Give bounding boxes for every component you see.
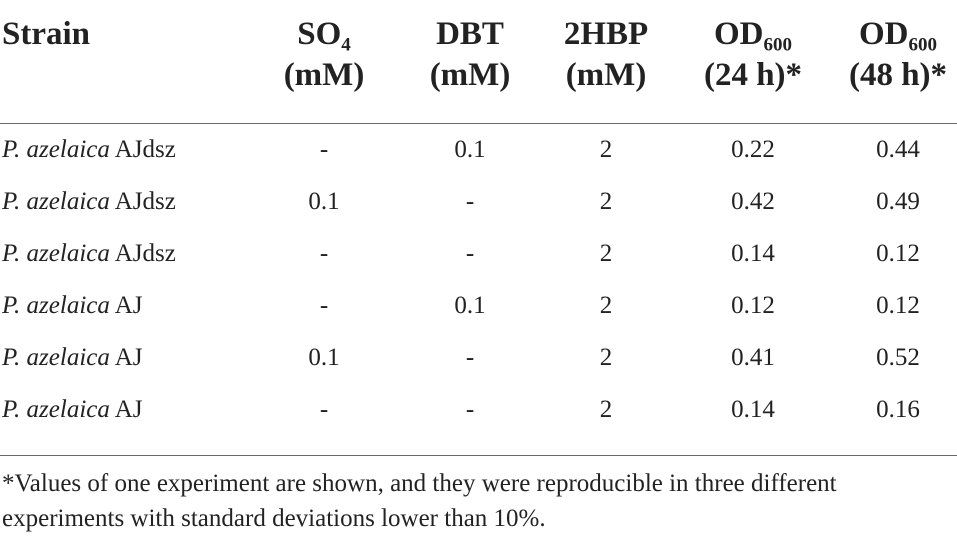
cell-strain: P. azelaica AJ — [2, 396, 143, 423]
cell-strain: P. azelaica AJdsz — [2, 136, 176, 163]
header-2hbp: 2HBP (mM) — [546, 14, 666, 96]
header-od600-24h-unit: (24 h)* — [703, 57, 803, 93]
header-so4-unit: (mM) — [283, 57, 365, 93]
cell-dbt: - — [465, 240, 475, 267]
cell-od600-48h: 0.12 — [876, 292, 920, 319]
cell-od600-24h: 0.14 — [731, 396, 775, 423]
cell-od600-48h: 0.52 — [876, 344, 920, 371]
header-dbt: DBT (mM) — [410, 14, 530, 96]
table-footnote: *Values of one experiment are shown, and… — [2, 470, 837, 532]
header-so4-label: SO4 — [297, 16, 351, 56]
cell-so4: 0.1 — [308, 188, 340, 215]
cell-od600-48h: 0.49 — [876, 188, 920, 215]
header-2hbp-label: 2HBP — [563, 16, 649, 52]
header-dbt-unit: (mM) — [429, 57, 511, 93]
cell-2hbp: 2 — [599, 188, 613, 215]
header-strain: Strain — [2, 16, 91, 52]
cell-od600-48h: 0.16 — [876, 396, 920, 423]
header-dbt-label: DBT — [436, 16, 504, 52]
header-od600-48h: OD600 (48 h)* — [828, 14, 957, 96]
cell-od600-48h: 0.44 — [876, 136, 920, 163]
header-od600-24h-label: OD600 — [714, 16, 792, 56]
table-row: P. azelaica AJ - - 2 0.14 0.16 — [0, 384, 957, 436]
cell-2hbp: 2 — [599, 292, 613, 319]
table-row: P. azelaica AJdsz - 0.1 2 0.22 0.44 — [0, 124, 957, 176]
cell-strain: P. azelaica AJdsz — [2, 240, 176, 267]
cell-so4: - — [319, 292, 329, 319]
header-od600-48h-label: OD600 — [859, 16, 937, 56]
cell-dbt: 0.1 — [454, 292, 486, 319]
cell-dbt: 0.1 — [454, 136, 486, 163]
cell-od600-24h: 0.41 — [731, 344, 775, 371]
header-so4: SO4 (mM) — [264, 14, 384, 96]
cell-so4: - — [319, 136, 329, 163]
cell-dbt: - — [465, 344, 475, 371]
cell-od600-24h: 0.22 — [731, 136, 775, 163]
table-body: P. azelaica AJdsz - 0.1 2 0.22 0.44 P. a… — [0, 124, 957, 436]
cell-strain: P. azelaica AJ — [2, 292, 143, 319]
cell-2hbp: 2 — [599, 136, 613, 163]
table-header: Strain SO4 (mM) DBT (mM) 2HBP (mM) OD600… — [0, 14, 957, 110]
cell-2hbp: 2 — [599, 344, 613, 371]
table-bottom-divider — [0, 455, 957, 456]
header-od600-48h-unit: (48 h)* — [848, 57, 948, 93]
cell-dbt: - — [465, 396, 475, 423]
header-od600-24h: OD600 (24 h)* — [683, 14, 823, 96]
cell-so4: - — [319, 396, 329, 423]
cell-strain: P. azelaica AJdsz — [2, 188, 176, 215]
header-2hbp-unit: (mM) — [565, 57, 647, 93]
table-row: P. azelaica AJdsz - - 2 0.14 0.12 — [0, 228, 957, 280]
cell-so4: 0.1 — [308, 344, 340, 371]
cell-2hbp: 2 — [599, 240, 613, 267]
table-row: P. azelaica AJdsz 0.1 - 2 0.42 0.49 — [0, 176, 957, 228]
cell-strain: P. azelaica AJ — [2, 344, 143, 371]
table-row: P. azelaica AJ - 0.1 2 0.12 0.12 — [0, 280, 957, 332]
cell-od600-24h: 0.12 — [731, 292, 775, 319]
cell-od600-48h: 0.12 — [876, 240, 920, 267]
cell-2hbp: 2 — [599, 396, 613, 423]
header-divider — [0, 123, 957, 124]
cell-od600-24h: 0.42 — [731, 188, 775, 215]
table-row: P. azelaica AJ 0.1 - 2 0.41 0.52 — [0, 332, 957, 384]
cell-od600-24h: 0.14 — [731, 240, 775, 267]
cell-dbt: - — [465, 188, 475, 215]
cell-so4: - — [319, 240, 329, 267]
